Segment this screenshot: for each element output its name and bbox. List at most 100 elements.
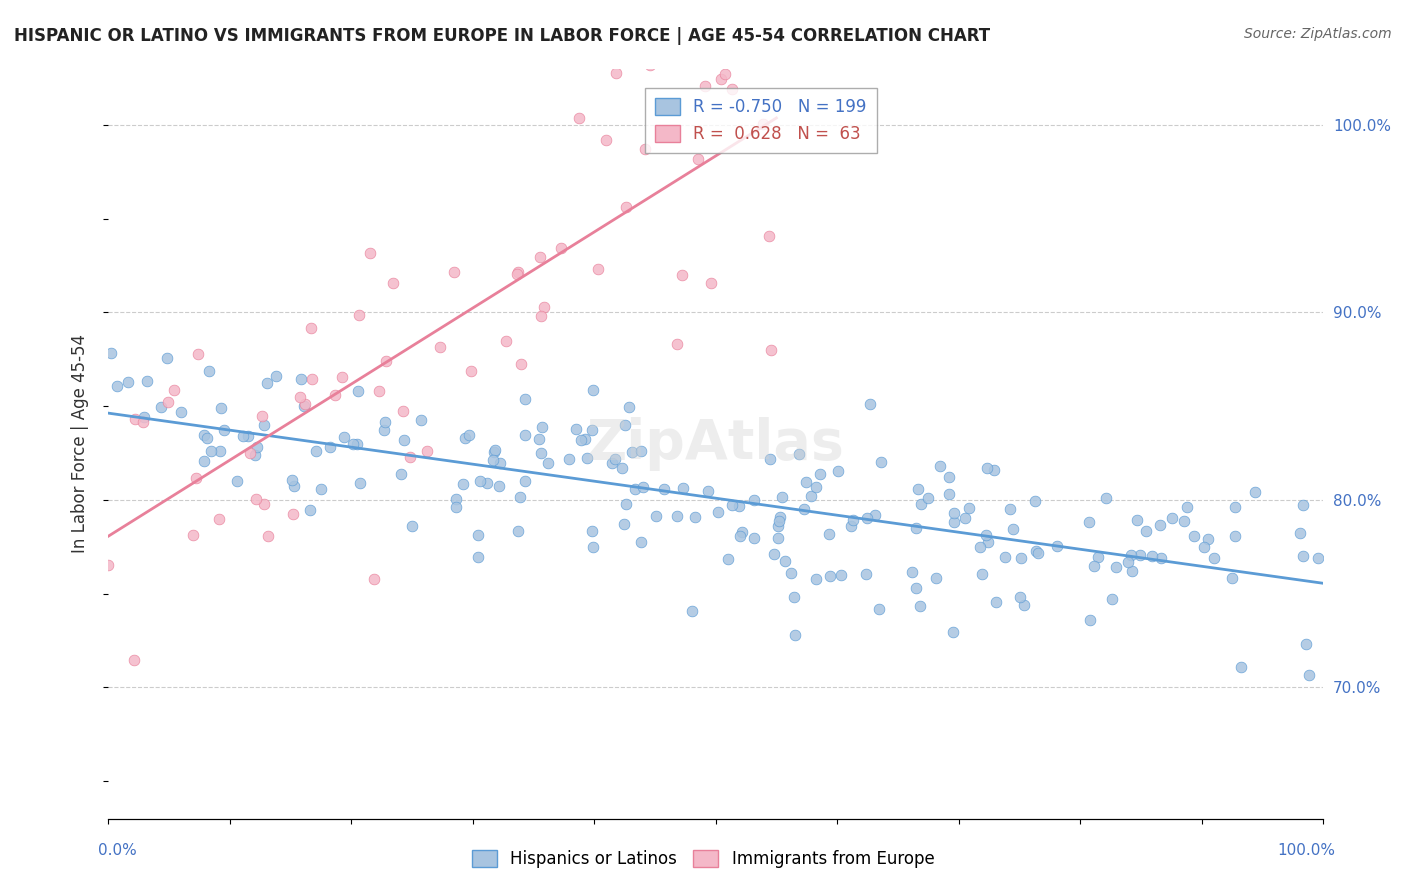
Point bbox=[614, 200, 637, 214]
Point bbox=[613, 517, 636, 532]
Point bbox=[156, 351, 179, 365]
Point bbox=[513, 474, 536, 488]
Point bbox=[531, 419, 554, 434]
Point bbox=[1150, 551, 1173, 566]
Point bbox=[695, 78, 717, 93]
Point bbox=[830, 568, 852, 582]
Point bbox=[347, 384, 370, 399]
Point bbox=[245, 492, 267, 507]
Legend: R = -0.750   N = 199, R =  0.628   N =  63: R = -0.750 N = 199, R = 0.628 N = 63 bbox=[645, 88, 877, 153]
Point bbox=[682, 604, 704, 618]
Point bbox=[983, 463, 1005, 477]
Text: 100.0%: 100.0% bbox=[1278, 843, 1336, 858]
Point bbox=[374, 354, 396, 368]
Point bbox=[617, 400, 640, 414]
Point bbox=[283, 479, 305, 493]
Point bbox=[305, 444, 328, 458]
Point bbox=[264, 369, 287, 384]
Point bbox=[564, 421, 586, 435]
Point bbox=[671, 51, 693, 65]
Point bbox=[392, 404, 415, 418]
Point bbox=[586, 261, 609, 276]
Point bbox=[765, 42, 787, 56]
Point bbox=[612, 461, 634, 475]
Y-axis label: In Labor Force | Age 45-54: In Labor Force | Age 45-54 bbox=[72, 334, 89, 553]
Point bbox=[187, 347, 209, 361]
Point bbox=[1077, 515, 1099, 529]
Point bbox=[624, 483, 647, 497]
Point bbox=[181, 528, 204, 542]
Point bbox=[131, 415, 153, 429]
Point bbox=[569, 433, 592, 447]
Point bbox=[974, 527, 997, 541]
Point bbox=[319, 440, 342, 454]
Point bbox=[1101, 592, 1123, 607]
Point bbox=[363, 572, 385, 586]
Point bbox=[444, 500, 467, 514]
Point bbox=[374, 415, 396, 429]
Point bbox=[720, 82, 742, 96]
Point bbox=[1104, 560, 1126, 574]
Point bbox=[136, 375, 159, 389]
Point bbox=[976, 461, 998, 475]
Point bbox=[342, 437, 364, 451]
Point bbox=[515, 392, 537, 406]
Point bbox=[768, 532, 790, 546]
Point bbox=[381, 276, 404, 290]
Point bbox=[671, 268, 693, 282]
Point bbox=[761, 343, 783, 357]
Point bbox=[193, 454, 215, 468]
Point bbox=[665, 509, 688, 524]
Point bbox=[631, 479, 654, 493]
Point bbox=[793, 502, 815, 516]
Point bbox=[605, 66, 627, 80]
Point bbox=[574, 432, 596, 446]
Point bbox=[122, 653, 145, 667]
Point bbox=[773, 554, 796, 568]
Point bbox=[769, 509, 792, 524]
Point bbox=[869, 455, 891, 469]
Point bbox=[398, 450, 420, 465]
Point bbox=[785, 628, 807, 642]
Point bbox=[1119, 548, 1142, 562]
Point bbox=[1192, 540, 1215, 554]
Point bbox=[972, 567, 994, 582]
Point bbox=[195, 431, 218, 445]
Point bbox=[1292, 549, 1315, 564]
Point bbox=[506, 264, 529, 278]
Point bbox=[470, 475, 492, 489]
Point bbox=[910, 599, 932, 613]
Point bbox=[842, 513, 865, 527]
Point bbox=[818, 526, 841, 541]
Point bbox=[582, 383, 605, 397]
Point bbox=[208, 443, 231, 458]
Point bbox=[1010, 590, 1032, 604]
Point bbox=[752, 117, 775, 131]
Point bbox=[1197, 533, 1219, 547]
Point bbox=[457, 427, 479, 442]
Text: Source: ZipAtlas.com: Source: ZipAtlas.com bbox=[1244, 27, 1392, 41]
Point bbox=[460, 364, 482, 378]
Point bbox=[1129, 548, 1152, 562]
Point bbox=[925, 571, 948, 585]
Point bbox=[953, 511, 976, 525]
Point bbox=[298, 503, 321, 517]
Point bbox=[1289, 525, 1312, 540]
Point bbox=[568, 112, 591, 126]
Point bbox=[290, 372, 312, 386]
Point bbox=[929, 458, 952, 473]
Point bbox=[557, 452, 579, 467]
Point bbox=[184, 471, 207, 485]
Point bbox=[1225, 529, 1247, 543]
Point bbox=[309, 483, 332, 497]
Point bbox=[484, 442, 506, 457]
Point bbox=[513, 428, 536, 442]
Point bbox=[454, 430, 477, 444]
Point bbox=[323, 388, 346, 402]
Point bbox=[253, 418, 276, 433]
Point bbox=[794, 475, 817, 489]
Point bbox=[1175, 500, 1198, 515]
Point bbox=[198, 364, 221, 378]
Point bbox=[630, 534, 652, 549]
Point bbox=[943, 515, 966, 529]
